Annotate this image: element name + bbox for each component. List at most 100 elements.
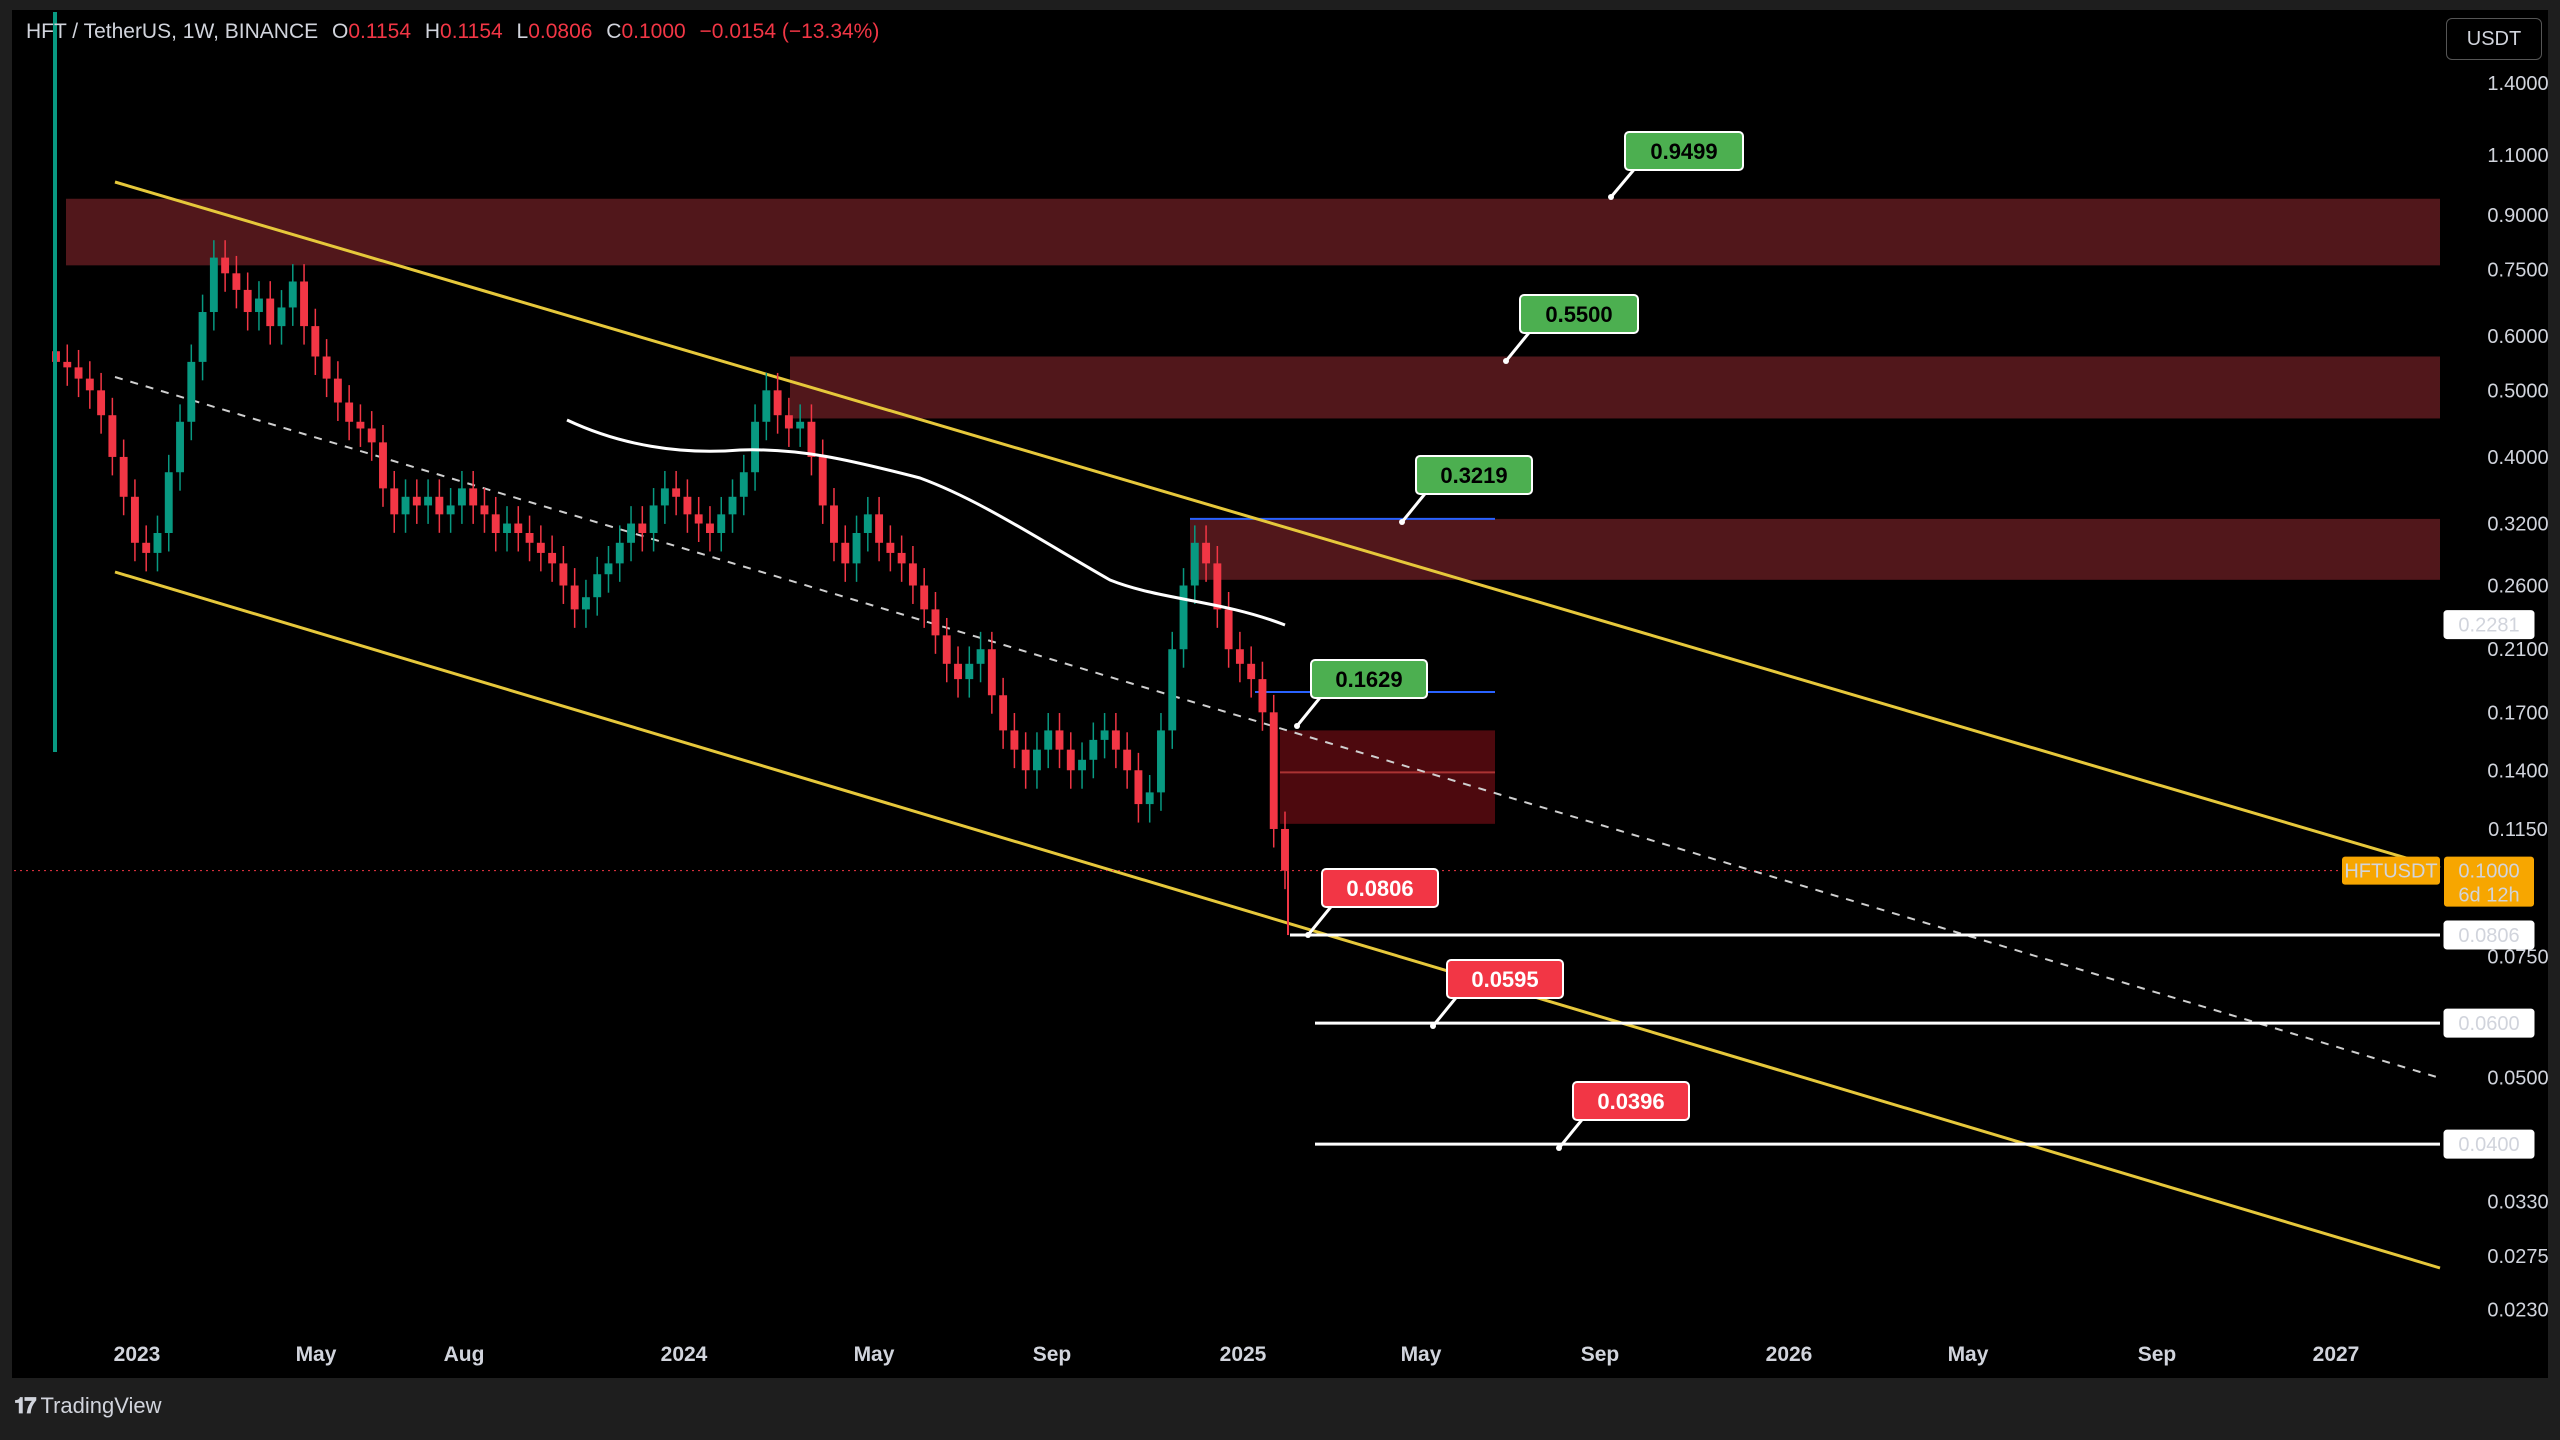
support-lines-layer (1290, 933, 2440, 1146)
x-tick-label: 2027 (2313, 1343, 2360, 1366)
candle-body (1032, 749, 1041, 771)
moving-average-line (566, 418, 1286, 627)
candle-body (401, 496, 410, 515)
symbol-legend: HFT / TetherUS, 1W, BINANCE O0.1154 H0.1… (26, 20, 879, 44)
candle-body (920, 585, 929, 610)
price-chart[interactable]: 0.9499 0.5500 0.3219 0.1629 0.0806 0.0595 0.03… (0, 0, 2560, 1380)
candle-body (300, 281, 309, 327)
candle-body (1145, 792, 1154, 805)
candle-body (1202, 542, 1211, 564)
x-tick-label: 2024 (661, 1343, 708, 1366)
candle-body (63, 361, 72, 368)
channel-midline (114, 376, 2441, 1079)
support-tag-2: 0.0396 (1556, 1081, 1690, 1151)
support-1-price-label: 0.0806 (2458, 925, 2519, 947)
candle-body (1123, 749, 1132, 771)
candle-body (908, 563, 917, 586)
brand-name: TradingView (40, 1393, 162, 1418)
close-value: 0.1000 (621, 20, 686, 43)
candle-body (1078, 759, 1086, 771)
tradingview-logo-icon: 𝟏𝟕 (14, 1393, 37, 1418)
high-label: H (424, 20, 441, 43)
right-border (2548, 0, 2560, 1380)
candle-body (1134, 770, 1143, 805)
candle-body (807, 421, 816, 457)
last-price-box (2444, 856, 2534, 907)
x-tick-label: May (854, 1343, 895, 1366)
candle-body (954, 663, 962, 680)
candle-body (559, 563, 568, 586)
tag-pointer (1295, 693, 1325, 727)
target-tag-2: 0.3219 (1399, 455, 1533, 525)
y-tick-label: 0.0275 (2487, 1246, 2548, 1268)
candle-body (97, 390, 106, 416)
candle-body (830, 505, 838, 543)
candle-body (965, 663, 974, 680)
candle-body (1258, 679, 1267, 713)
y-tick-label: 0.1150 (2488, 819, 2548, 841)
tag-pointer (1306, 902, 1336, 936)
tag-anchor (1608, 194, 1614, 200)
candle-body (976, 649, 985, 664)
candle-body (345, 402, 354, 422)
candle-body (1190, 542, 1199, 586)
candle-body (694, 514, 703, 524)
tag-box (1415, 455, 1533, 495)
candle-body (999, 695, 1008, 731)
tag-pointer (1400, 489, 1430, 523)
y-tick-label: 0.0750 (2487, 947, 2548, 969)
y-tick-label: 0.4000 (2487, 447, 2548, 469)
close-label: C (606, 20, 622, 43)
candle-body (1089, 739, 1098, 760)
candle-body (841, 542, 850, 564)
left-border (0, 0, 12, 1380)
moving-average-layer (566, 418, 1286, 627)
x-tick-label: May (1948, 1343, 1989, 1366)
candle-body (1168, 649, 1177, 731)
candle-body (717, 514, 726, 534)
tag-label: 0.5500 (1545, 302, 1612, 327)
candle-body (1157, 730, 1165, 793)
y-tick-label: 0.7500 (2487, 259, 2548, 281)
y-tick-label: 0.2100 (2487, 639, 2548, 661)
tag-pointer (1504, 328, 1534, 362)
target-tag-3: 0.1629 (1294, 659, 1428, 729)
x-tick-label: May (1401, 1343, 1442, 1366)
candle-body (1247, 663, 1256, 680)
tag-anchor (1294, 723, 1300, 729)
y-tick-label: 1.1000 (2487, 145, 2548, 167)
x-tick-label: 2025 (1220, 1343, 1267, 1366)
candle-body (548, 552, 557, 564)
candle-body (469, 488, 478, 506)
candle-body (660, 488, 669, 506)
tag-anchor (1556, 1145, 1562, 1151)
tag-label: 0.9499 (1650, 139, 1717, 164)
open-value: 0.1154 (348, 20, 411, 43)
y-tick-label: 0.3200 (2487, 514, 2548, 536)
candle-body (897, 552, 906, 564)
candle-body (503, 523, 511, 534)
currency-button[interactable]: USDT (2446, 18, 2542, 60)
resistance-zone (66, 198, 2440, 266)
candle-body (130, 496, 139, 543)
high-value: 0.1154 (440, 20, 503, 43)
x-tick-label: 2023 (114, 1343, 161, 1366)
x-tick-label: Sep (1033, 1343, 1072, 1366)
candle-body (649, 505, 658, 534)
candle-body (1213, 563, 1222, 610)
candle-body (424, 496, 433, 506)
candle-body (604, 563, 613, 575)
candle-body (1010, 730, 1019, 750)
candle-body (818, 456, 827, 506)
candle-body (1055, 730, 1064, 750)
support-2-price-label: 0.0600 (2458, 1013, 2519, 1035)
tag-label: 0.0806 (1346, 876, 1413, 901)
tag-box (1446, 959, 1564, 999)
symbol-title: HFT / TetherUS, 1W, BINANCE (26, 20, 319, 43)
x-tick-label: 2026 (1766, 1343, 1813, 1366)
candle-body (1044, 730, 1053, 750)
target-tag-0: 0.9499 (1608, 131, 1744, 200)
candles-layer (52, 12, 1289, 936)
brand[interactable]: 𝟏𝟕 TradingView (14, 1393, 162, 1419)
